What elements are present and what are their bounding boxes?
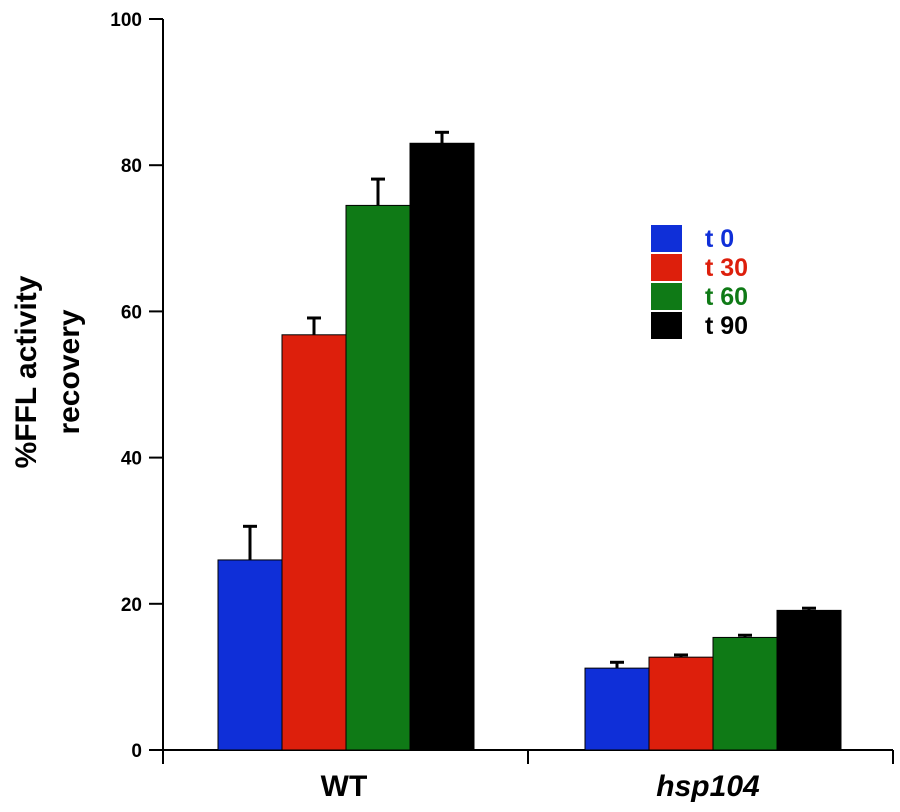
y-axis-title-line-2: recovery [53,309,86,434]
y-tick-label: 20 [121,595,142,616]
error-bars [243,130,816,669]
bar [281,334,347,751]
legend: t 0t 30t 60t 90 [651,225,748,340]
bar [776,609,842,751]
y-tick-label: 0 [131,741,142,762]
legend-label: t 60 [705,283,748,311]
legend-swatch [651,283,682,310]
bar [345,204,411,751]
bars [217,142,842,751]
bar [712,636,778,751]
legend-swatch [651,312,682,339]
y-tick-label: 100 [110,10,142,31]
bar [584,667,650,751]
y-axis-title-line-1: %FFL activity [10,275,43,468]
x-category-label: WT [321,770,368,803]
legend-label: t 30 [705,254,748,282]
y-tick-label: 60 [121,302,142,323]
axes: 0 20 40 60 80 100 WT hsp104 [110,10,894,803]
legend-label: t 90 [705,312,748,340]
legend-swatch [651,225,682,252]
x-category-label: hsp104 [656,770,760,803]
y-axis-title: %FFL activity recovery [10,275,86,468]
bar [217,559,283,751]
y-tick-label: 40 [121,449,142,470]
bar [648,656,714,751]
y-tick-label: 80 [121,156,142,177]
legend-label: t 0 [705,225,734,253]
legend-swatch [651,254,682,281]
bar [409,142,475,751]
